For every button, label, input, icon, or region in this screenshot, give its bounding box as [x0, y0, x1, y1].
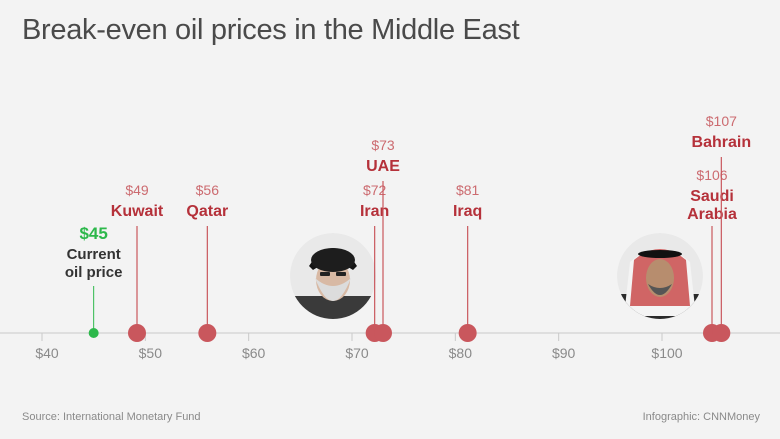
country-saudi-arabia: Arabia [687, 206, 737, 223]
price-qatar: $56 [196, 182, 220, 198]
price-saudi-arabia: $106 [696, 167, 727, 183]
tick-label: $40 [35, 345, 59, 361]
iran-leader-portrait [290, 233, 376, 319]
current-price-value: $45 [79, 224, 107, 243]
dot-qatar [198, 324, 217, 342]
tick-label: $50 [139, 345, 163, 361]
tick-label: $60 [242, 345, 266, 361]
dot-kuwait [128, 324, 146, 342]
price-iraq: $81 [456, 182, 480, 198]
dot-bahrain [712, 324, 731, 342]
country-iran: Iran [360, 203, 389, 220]
price-bahrain: $107 [706, 113, 737, 129]
tick-label: $90 [552, 345, 576, 361]
country-qatar: Qatar [186, 203, 228, 220]
current-price-dot [88, 328, 99, 338]
price-iran: $72 [363, 182, 387, 198]
photos-layer [290, 233, 703, 319]
tick-label: $80 [449, 345, 473, 361]
country-bahrain: Bahrain [692, 134, 752, 151]
price-kuwait: $49 [125, 182, 149, 198]
price-uae: $73 [371, 137, 395, 153]
dot-iraq [458, 324, 477, 342]
chart-title: Break-even oil prices in the Middle East [22, 14, 520, 46]
country-uae: UAE [366, 158, 400, 175]
tick-label: $100 [651, 345, 682, 361]
country-saudi-arabia: Saudi [690, 188, 734, 205]
source-note: Source: International Monetary Fund [22, 411, 201, 423]
country-iraq: Iraq [453, 203, 482, 220]
saudi-king-portrait [617, 233, 703, 319]
tick-label: $70 [345, 345, 369, 361]
current-price-label: oil price [65, 264, 123, 281]
country-kuwait: Kuwait [111, 203, 164, 220]
credit-note: Infographic: CNNMoney [642, 411, 760, 423]
current-price-label: Current [67, 246, 121, 263]
dot-uae [374, 324, 392, 342]
